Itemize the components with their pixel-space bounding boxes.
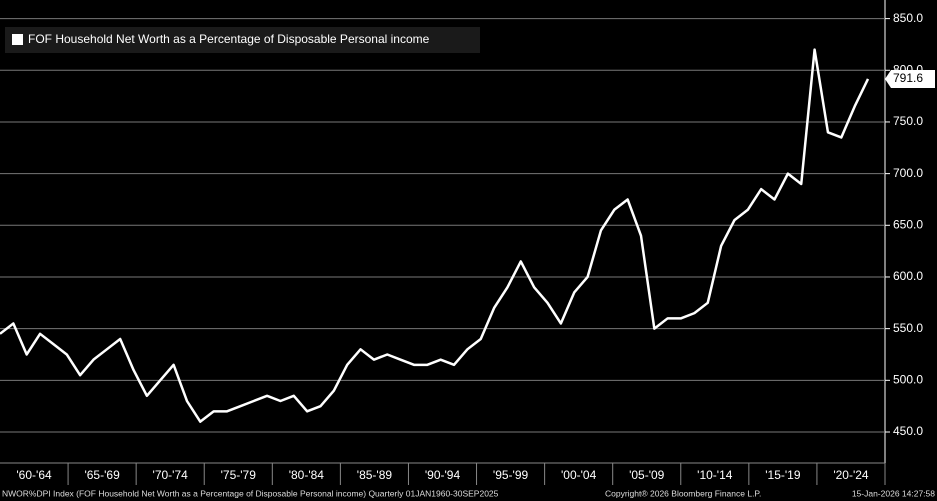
x-tick-label: '00-'04 (561, 468, 597, 482)
y-tick-label: 450.0 (893, 424, 923, 438)
x-tick-label: '15-'19 (765, 468, 801, 482)
legend-box (5, 27, 480, 53)
x-tick-label: '10-'14 (697, 468, 733, 482)
y-tick-label: 650.0 (893, 217, 923, 231)
y-tick-label: 700.0 (893, 166, 923, 180)
x-tick-label: '75-'79 (221, 468, 257, 482)
x-tick-label: '65-'69 (84, 468, 120, 482)
last-value-label: 791.6 (893, 71, 923, 85)
y-tick-label: 600.0 (893, 269, 923, 283)
x-tick-label: '20-'24 (833, 468, 869, 482)
x-tick-label: '60-'64 (16, 468, 52, 482)
x-tick-label: '80-'84 (289, 468, 325, 482)
x-tick-label: '05-'09 (629, 468, 665, 482)
x-tick-label: '90-'94 (425, 468, 461, 482)
y-tick-label: 750.0 (893, 114, 923, 128)
footer-left: NWOR%DPI Index (FOF Household Net Worth … (2, 488, 499, 498)
footer-center: Copyright® 2026 Bloomberg Finance L.P. (605, 488, 761, 498)
line (0, 48, 870, 423)
x-tick-label: '85-'89 (357, 468, 393, 482)
y-tick-label: 850.0 (893, 11, 923, 25)
x-tick-label: '70-'74 (153, 468, 189, 482)
y-tick-label: 550.0 (893, 321, 923, 335)
x-tick-label: '95-'99 (493, 468, 529, 482)
footer-right: 15-Jan-2026 14:27:58 (852, 488, 935, 498)
legend-label: FOF Household Net Worth as a Percentage … (28, 32, 430, 46)
last-value-tag (885, 69, 935, 88)
y-tick-label: 500.0 (893, 372, 923, 386)
legend-swatch (12, 34, 23, 45)
